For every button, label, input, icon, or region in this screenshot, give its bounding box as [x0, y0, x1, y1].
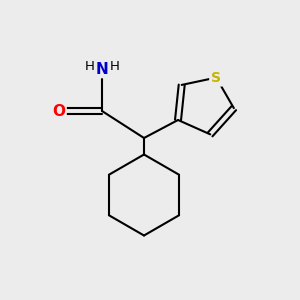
Text: H: H — [85, 60, 94, 73]
Text: H: H — [110, 60, 119, 73]
Text: N: N — [96, 61, 108, 76]
Text: O: O — [52, 103, 65, 118]
Text: S: S — [211, 70, 221, 85]
